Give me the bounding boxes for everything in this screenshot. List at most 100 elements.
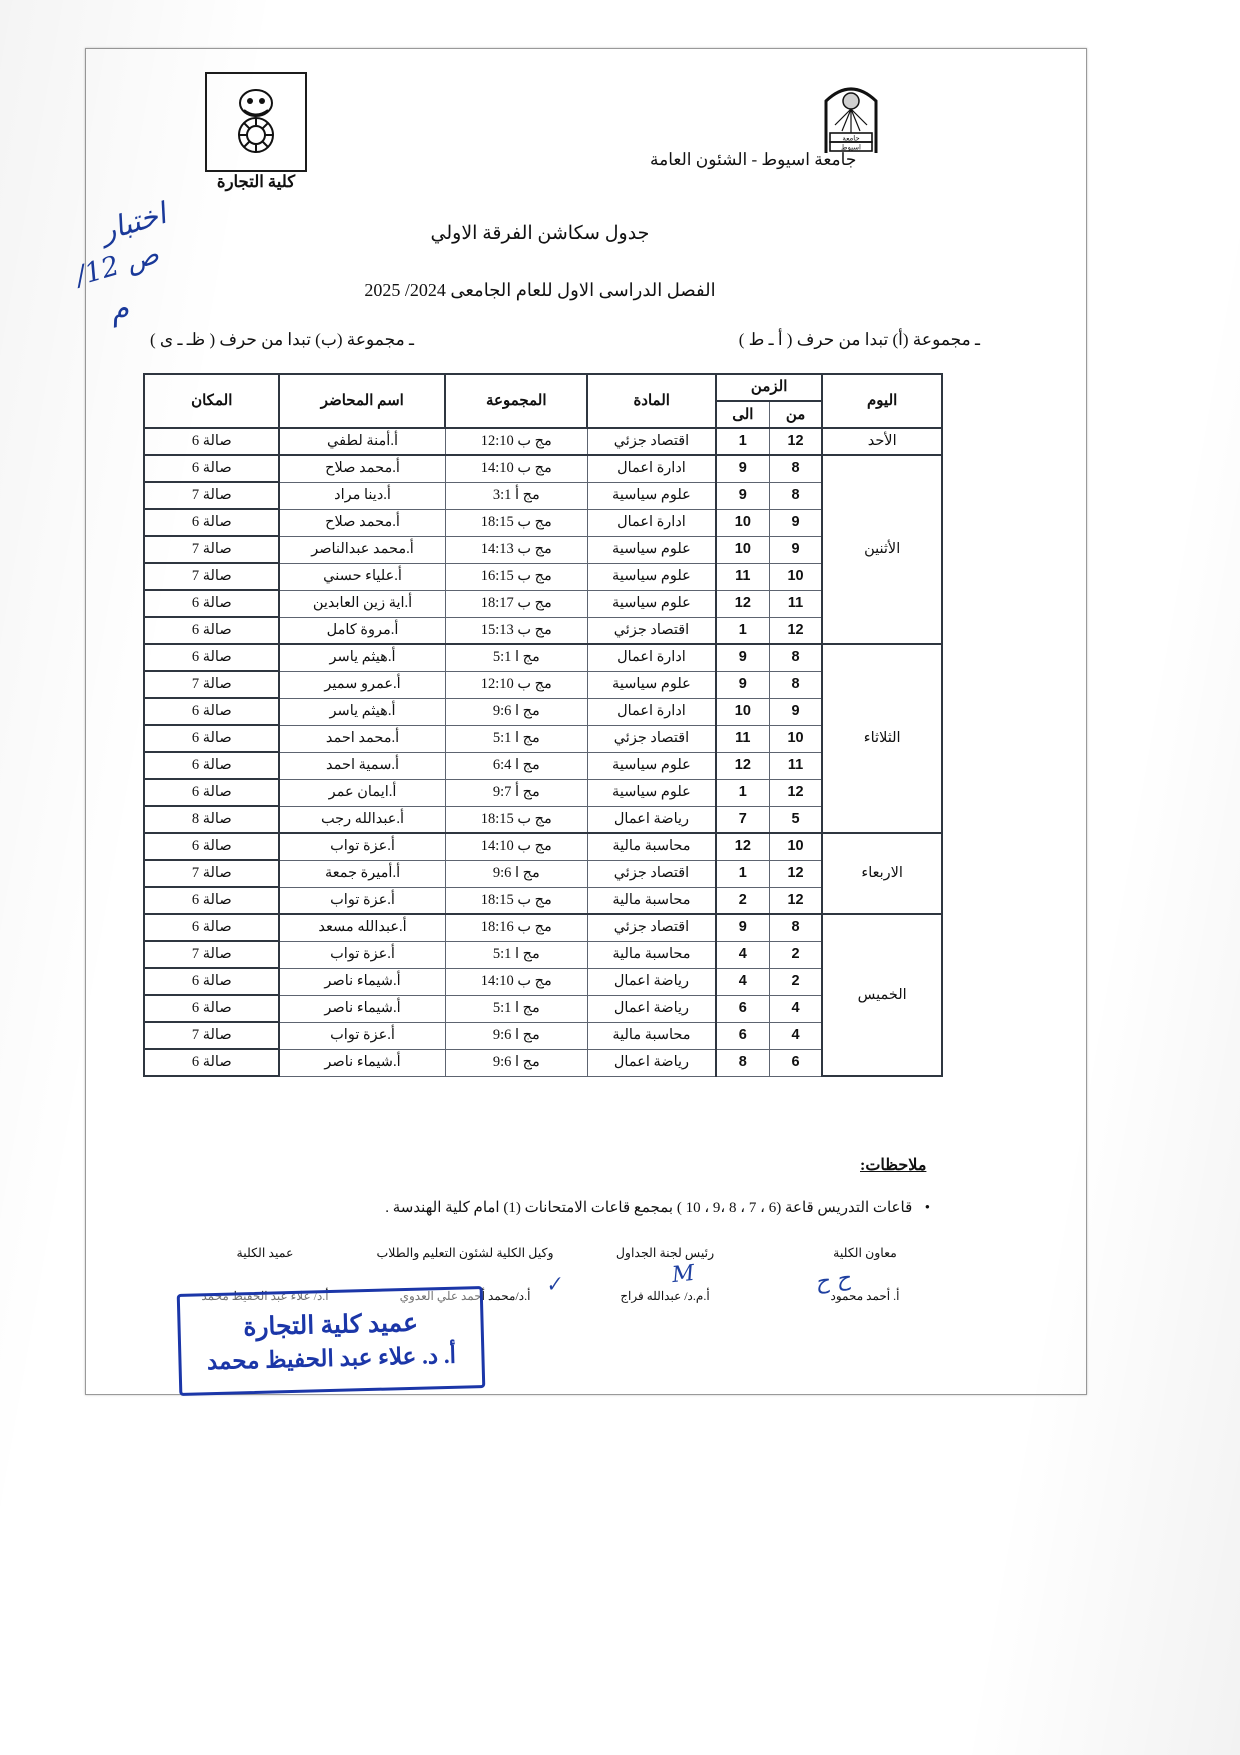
cell-time-to: 11 xyxy=(714,724,770,753)
cell-time-to: 11 xyxy=(714,562,770,591)
cell-place: صالة 6 xyxy=(142,427,281,456)
cell-lecturer: أ.عزة تواب xyxy=(278,886,446,915)
cell-time-to: 2 xyxy=(714,886,770,915)
col-header-time-from: من xyxy=(768,400,823,429)
cell-group: مج ا 9:6 xyxy=(444,1048,588,1077)
cell-subject: اقتصاد جزئي xyxy=(586,859,717,888)
cell-group: مج ا 9:6 xyxy=(444,1021,588,1050)
cell-group: مج ب 18:15 xyxy=(444,508,588,537)
cell-place: صالة 6 xyxy=(142,886,281,915)
dean-stamp-line-1: عميد كلية التجارة xyxy=(242,1309,419,1342)
cell-time-from: 10 xyxy=(768,724,823,753)
note-item-text: قاعات التدريس قاعة (6 ، 7 ، 8 ،9 ، 10 ) … xyxy=(385,1200,913,1216)
cell-subject: محاسبة مالية xyxy=(586,886,717,915)
signature-block-3: وكيل الكلية لشئون التعليم والطلاب أ.د/محم… xyxy=(370,1245,560,1304)
table-row: 4 6 رياضة اعمال مج ا 5:1 أ.شيماء ناصر صالة 6 xyxy=(142,994,942,1023)
cell-place: صالة 7 xyxy=(142,562,281,591)
cell-time-from: 11 xyxy=(768,589,823,618)
table-row: 4 6 محاسبة مالية مج ا 9:6 أ.عزة تواب صالة 7 xyxy=(142,1021,942,1050)
table-row: 9 10 علوم سياسية مج ب 14:13 أ.محمد عبدالناصر… xyxy=(142,535,942,564)
cell-lecturer: أ.عزة تواب xyxy=(278,940,446,969)
cell-time-from: 8 xyxy=(768,454,823,483)
cell-subject: علوم سياسية xyxy=(586,535,717,564)
cell-time-to: 1 xyxy=(714,859,770,888)
svg-text:جامعة: جامعة xyxy=(842,135,859,143)
cell-group: مج ب 18:17 xyxy=(444,589,588,618)
cell-day: الثلاثاء xyxy=(821,643,943,834)
cell-subject: ادارة اعمال xyxy=(586,697,717,726)
cell-lecturer: أ.محمد احمد xyxy=(278,724,446,753)
group-legend: ـ مجموعة (أ) تبدا من حرف ( أ ـ ط ) ـ مجم… xyxy=(150,330,980,350)
table-row: 6 8 رياضة اعمال مج ا 9:6 أ.شيماء ناصر صالة 6 xyxy=(142,1048,942,1077)
cell-subject: رياضة اعمال xyxy=(586,805,717,834)
cell-group: مج ب 12:10 xyxy=(444,670,588,699)
cell-subject: اقتصاد جزئي xyxy=(586,427,717,456)
cell-lecturer: أ.سمية احمد xyxy=(278,751,446,780)
bullet-icon: • xyxy=(924,1200,930,1216)
college-emblem-icon xyxy=(205,72,307,172)
notes-heading: ملاحظات: xyxy=(860,1157,927,1174)
cell-time-to: 6 xyxy=(714,1021,770,1050)
cell-time-from: 8 xyxy=(768,481,823,510)
cell-place: صالة 7 xyxy=(142,535,281,564)
cell-group: مج ب 14:10 xyxy=(444,832,588,861)
cell-time-to: 10 xyxy=(714,697,770,726)
cell-time-from: 2 xyxy=(768,940,823,969)
cell-place: صالة 6 xyxy=(142,643,281,672)
signature-row: معاون الكلية أ. أحمد محمود رئيس لجنة الجدا… xyxy=(170,1245,960,1304)
cell-subject: ادارة اعمال xyxy=(586,643,717,672)
cell-subject: ادارة اعمال xyxy=(586,454,717,483)
cell-time-to: 7 xyxy=(714,805,770,834)
col-header-place: المكان xyxy=(142,373,281,429)
cell-group: مج أ 9:7 xyxy=(444,778,588,807)
table-row: 12 1 علوم سياسية مج أ 9:7 أ.ايمان عمر صالة 6 xyxy=(142,778,942,807)
cell-place: صالة 6 xyxy=(142,724,281,753)
cell-group: مج ا 9:6 xyxy=(444,697,588,726)
table-row: 12 1 اقتصاد جزئي مج ا 9:6 أ.أميرة جمعة صالة 7 xyxy=(142,859,942,888)
table-row: 2 4 محاسبة مالية مج ا 5:1 أ.عزة تواب صالة 7 xyxy=(142,940,942,969)
cell-subject: محاسبة مالية xyxy=(586,940,717,969)
cell-time-to: 6 xyxy=(714,994,770,1023)
schedule-table-head: اليوم الزمن المادة المجموعة اسم المحاضر … xyxy=(142,373,943,429)
cell-lecturer: أ.اية زين العابدين xyxy=(278,589,446,618)
cell-day: الأثنين xyxy=(821,454,943,645)
cell-group: مج ب 14:10 xyxy=(444,454,588,483)
cell-time-from: 6 xyxy=(768,1048,823,1077)
cell-time-from: 9 xyxy=(768,535,823,564)
cell-time-from: 10 xyxy=(768,832,823,861)
schedule-table-body: الأحد 12 1 اقتصاد جزئي مج ب 12:10 أ.أمنة لطفي… xyxy=(142,427,943,1077)
cell-time-from: 12 xyxy=(768,778,823,807)
table-header-row-2: من الى xyxy=(144,400,942,429)
cell-time-to: 10 xyxy=(714,535,770,564)
table-row: الخميس 8 9 اقتصاد جزئي مج ب 18:16 أ.عبدالله م… xyxy=(142,913,943,1077)
cell-group: مج ب 18:15 xyxy=(444,805,588,834)
signature-name: أ. أحمد محمود xyxy=(830,1289,900,1303)
cell-group: مج ب 18:16 xyxy=(444,913,588,942)
cell-time-from: 9 xyxy=(768,508,823,537)
cell-time-to: 12 xyxy=(714,832,770,861)
cell-subject: اقتصاد جزئي xyxy=(586,724,717,753)
cell-lecturer: أ.أمنة لطفي xyxy=(278,427,446,456)
cell-place: صالة 7 xyxy=(142,670,281,699)
cell-subject: علوم سياسية xyxy=(586,562,717,591)
cell-time-to: 1 xyxy=(714,427,770,456)
table-row: الاربعاء 10 12 محاسبة مالية مج ب 14:10 أ.عزة … xyxy=(142,832,943,915)
table-row: 11 12 علوم سياسية مج ا 6:4 أ.سمية احمد صالة 6 xyxy=(142,751,942,780)
cell-time-to: 12 xyxy=(714,751,770,780)
cell-subject: علوم سياسية xyxy=(586,670,717,699)
col-header-time-to: الى xyxy=(714,400,770,429)
university-emblem-icon: جامعة اسيوط xyxy=(820,75,882,155)
cell-time-to: 9 xyxy=(714,454,770,483)
cell-lecturer: أ.علياء حسني xyxy=(278,562,446,591)
dean-stamp-line-2: أ. د. علاء عبد الحفيظ محمد xyxy=(206,1342,457,1375)
cell-day: الاربعاء xyxy=(821,832,943,915)
cell-time-to: 4 xyxy=(714,940,770,969)
col-header-group: المجموعة xyxy=(444,373,589,429)
cell-time-from: 10 xyxy=(768,562,823,591)
cell-place: صالة 6 xyxy=(142,994,281,1023)
cell-group: مج ا 5:1 xyxy=(444,643,588,672)
cell-lecturer: أ.شيماء ناصر xyxy=(278,994,446,1023)
cell-group: مج ب 12:10 xyxy=(444,427,588,456)
table-row: الثلاثاء 8 9 ادارة اعمال مج ا 5:1 أ.هيثم ياسر… xyxy=(142,643,943,834)
